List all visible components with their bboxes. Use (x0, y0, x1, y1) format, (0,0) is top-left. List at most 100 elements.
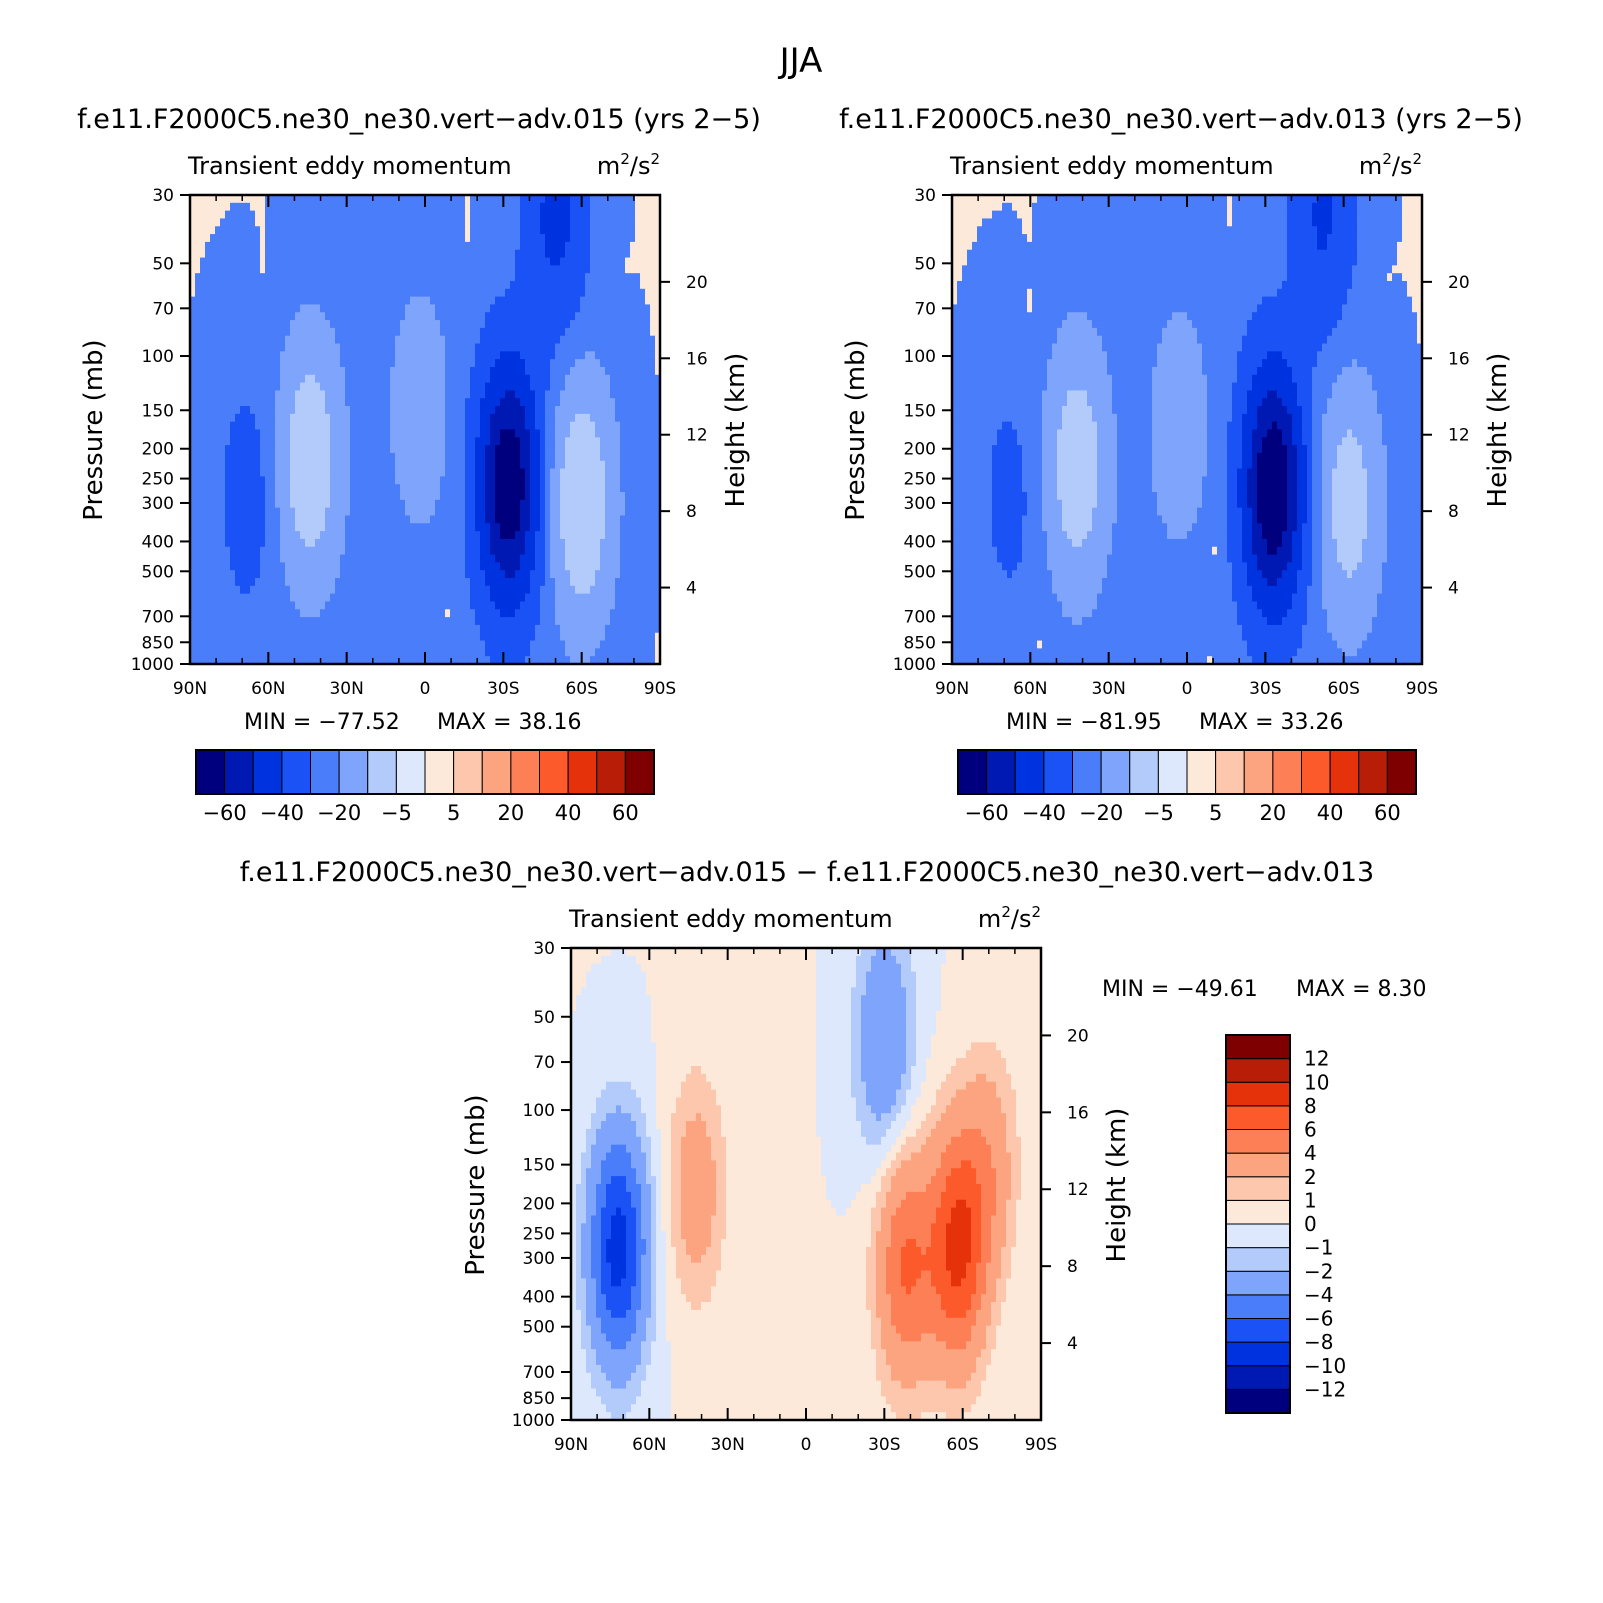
field-cell (645, 531, 651, 540)
field-cell (255, 531, 261, 540)
field-cell (465, 304, 471, 313)
field-cell (395, 578, 401, 587)
field-cell (480, 499, 486, 509)
field-cell (575, 421, 581, 431)
field-cell (230, 531, 236, 540)
field-cell (410, 320, 416, 329)
field-cell (430, 273, 436, 282)
field-cell (215, 562, 221, 571)
field-cell (435, 562, 441, 571)
field-cell (600, 538, 606, 548)
field-cell (470, 531, 476, 540)
field-cell (495, 195, 501, 204)
field-cell (540, 257, 546, 266)
field-cell (285, 538, 291, 548)
field-cell (240, 452, 246, 462)
field-cell (340, 445, 346, 454)
field-cell (270, 265, 276, 274)
field-cell (445, 241, 451, 251)
field-cell (350, 585, 356, 595)
field-cell (315, 406, 321, 415)
field-cell (340, 351, 346, 360)
field-cell (320, 280, 326, 290)
field-cell (595, 280, 601, 290)
field-cell (260, 421, 266, 431)
field-cell (245, 195, 251, 204)
field-cell (215, 343, 221, 352)
field-cell (505, 359, 511, 368)
field-cell (615, 312, 621, 321)
field-cell (415, 382, 421, 392)
field-cell (520, 351, 526, 360)
field-cell (260, 538, 266, 548)
field-cell (485, 374, 491, 384)
field-cell (270, 452, 276, 462)
field-cell (345, 460, 351, 470)
field-cell (330, 343, 336, 352)
field-cell (225, 320, 231, 329)
field-cell (595, 413, 601, 423)
field-cell (515, 593, 521, 603)
field-cell (275, 273, 281, 282)
field-cell (405, 202, 411, 212)
field-cell (650, 280, 656, 290)
field-cell (345, 429, 351, 438)
field-cell (415, 523, 421, 532)
field-cell (225, 499, 231, 509)
field-cell (625, 304, 631, 313)
field-cell (250, 421, 256, 431)
field-cell (425, 421, 431, 431)
field-cell (490, 304, 496, 313)
field-cell (225, 578, 231, 587)
field-cell (240, 288, 246, 298)
field-cell (395, 476, 401, 485)
field-cell (580, 531, 586, 540)
field-cell (630, 460, 636, 470)
field-cell (420, 468, 426, 477)
field-cell (275, 523, 281, 532)
field-cell (225, 452, 231, 462)
field-cell (650, 429, 656, 438)
field-cell (405, 312, 411, 321)
field-cell (325, 531, 331, 540)
field-cell (195, 507, 201, 517)
field-cell (550, 351, 556, 360)
field-cell (260, 202, 266, 212)
field-cell (430, 445, 436, 454)
field-cell (470, 343, 476, 352)
field-cell (440, 195, 446, 204)
field-cell (295, 390, 301, 399)
field-cell (280, 484, 286, 493)
field-cell (300, 406, 306, 415)
field-cell (435, 460, 441, 470)
field-cell (465, 390, 471, 399)
field-cell (215, 538, 221, 548)
field-cell (350, 499, 356, 509)
field-cell (505, 445, 511, 454)
field-cell (525, 288, 531, 298)
field-cell (600, 499, 606, 509)
field-cell (215, 578, 221, 587)
field-cell (220, 523, 226, 532)
field-cell (260, 531, 266, 540)
field-cell (550, 460, 556, 470)
field-cell (405, 421, 411, 431)
field-cell (555, 593, 561, 603)
field-cell (265, 398, 271, 407)
field-cell (245, 429, 251, 438)
field-cell (650, 585, 656, 595)
field-cell (530, 476, 536, 485)
field-cell (250, 499, 256, 509)
field-cell (430, 226, 436, 235)
field-cell (400, 413, 406, 423)
field-cell (560, 218, 566, 227)
field-cell (385, 218, 391, 227)
field-cell (390, 304, 396, 313)
field-cell (280, 593, 286, 603)
field-cell (410, 366, 416, 376)
field-cell (545, 452, 551, 462)
field-cell (305, 304, 311, 313)
field-cell (360, 507, 366, 517)
field-cell (435, 343, 441, 352)
field-cell (470, 226, 476, 235)
